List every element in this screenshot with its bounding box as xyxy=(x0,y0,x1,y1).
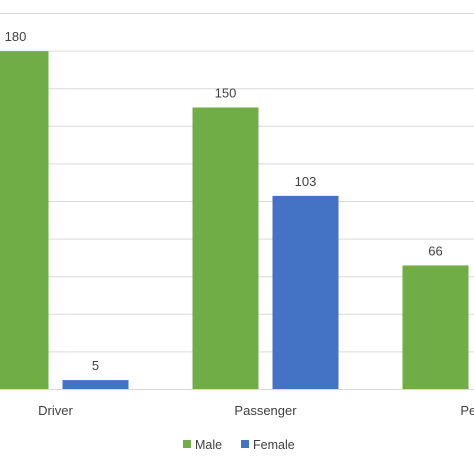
data-labels: 180 5 150 103 66 xyxy=(5,29,443,373)
bar-female-passenger xyxy=(272,195,339,390)
x-tick-label: Pede xyxy=(460,403,474,418)
legend-label: Male xyxy=(195,438,222,452)
bar-male-pede xyxy=(402,265,469,390)
legend-swatch-male xyxy=(183,440,191,448)
legend-swatch-female xyxy=(241,440,249,448)
bar-male-passenger xyxy=(192,107,259,390)
data-label: 180 xyxy=(5,29,27,44)
bar-group xyxy=(0,51,469,390)
x-tick-label: Passenger xyxy=(234,403,297,418)
data-label: 5 xyxy=(92,358,99,373)
bar-male-driver xyxy=(0,51,49,390)
data-label: 103 xyxy=(295,174,317,189)
bar-female-driver xyxy=(62,380,129,390)
legend-label: Female xyxy=(253,438,295,452)
data-label: 66 xyxy=(428,243,442,258)
x-tick-label: Driver xyxy=(38,403,73,418)
data-label: 150 xyxy=(215,86,237,101)
x-axis-tick-labels: Driver Passenger Pede xyxy=(38,403,474,418)
legend: Male Female xyxy=(183,438,295,452)
